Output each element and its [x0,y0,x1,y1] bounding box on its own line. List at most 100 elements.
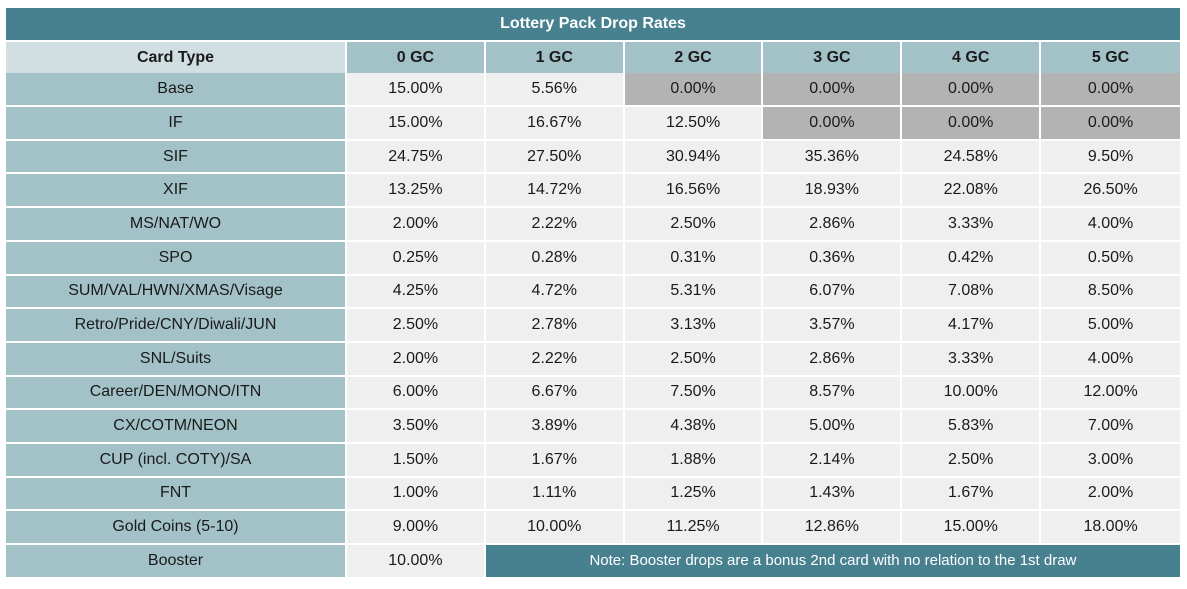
rate-cell: 5.83% [902,410,1042,444]
rate-cell: 7.50% [624,376,764,411]
rate-cell: 3.89% [485,410,625,444]
card-type-column-header: Card Type [6,41,347,74]
gc-column-header: 5 GC [1041,41,1180,74]
table-row: CX/COTM/NEON 3.50% 3.89% 4.38% 5.00% 5.83% 7.0… [6,410,1180,444]
table-row: Base 15.00% 5.56% 0.00% 0.00% 0.00% 0.00% [6,73,1180,108]
rate-cell: 2.86% [763,342,903,377]
rate-cell: 6.00% [347,376,486,411]
rate-cell: 3.13% [624,309,764,343]
rate-cell: 0.28% [485,241,625,276]
rate-cell: 35.36% [763,140,903,175]
rate-cell: 0.00% [1041,73,1180,108]
rate-cell: 27.50% [485,140,625,175]
rate-cell: 1.50% [347,443,486,478]
rate-cell: 4.38% [624,410,764,444]
rate-cell: 1.25% [624,477,764,512]
gc-column-header: 3 GC [763,41,903,74]
row-label: Gold Coins (5-10) [6,511,347,545]
rate-cell: 5.31% [624,275,764,310]
rate-cell: 2.50% [624,342,764,377]
table-row: Career/DEN/MONO/ITN 6.00% 6.67% 7.50% 8.57% 1… [6,376,1180,411]
rate-cell: 2.50% [902,443,1042,478]
table-row: Booster 10.00% Note: Booster drops are a b… [6,545,1180,577]
table-row: SNL/Suits 2.00% 2.22% 2.50% 2.86% 3.33% 4.00% [6,342,1180,377]
table-row: IF 15.00% 16.67% 12.50% 0.00% 0.00% 0.00% [6,107,1180,141]
table-row: Retro/Pride/CNY/Diwali/JUN 2.50% 2.78% 3.13… [6,309,1180,343]
row-label: IF [6,107,347,141]
row-label: Booster [6,545,347,577]
row-label: CUP (incl. COTY)/SA [6,443,347,478]
rate-cell: 1.67% [485,443,625,478]
rate-cell: 0.42% [902,241,1042,276]
gc-column-header: 2 GC [624,41,764,74]
table-row: SPO 0.25% 0.28% 0.31% 0.36% 0.42% 0.50% [6,241,1180,276]
gc-column-header: 4 GC [902,41,1042,74]
rate-cell: 1.67% [902,477,1042,512]
rate-cell: 5.00% [1041,309,1180,343]
rate-cell: 14.72% [485,174,625,209]
row-label: SIF [6,140,347,175]
rate-cell: 7.08% [902,275,1042,310]
table-row: CUP (incl. COTY)/SA 1.50% 1.67% 1.88% 2.14% 2… [6,443,1180,478]
rate-cell: 10.00% [347,545,486,577]
rate-cell: 2.50% [347,309,486,343]
table-row: SIF 24.75% 27.50% 30.94% 35.36% 24.58% 9.50% [6,140,1180,175]
rate-cell: 8.57% [763,376,903,411]
rate-cell: 1.00% [347,477,486,512]
rate-cell: 2.00% [347,342,486,377]
row-label: Base [6,73,347,108]
rate-cell: 8.50% [1041,275,1180,310]
row-label: XIF [6,174,347,209]
row-label: MS/NAT/WO [6,208,347,242]
title-row: Lottery Pack Drop Rates [6,8,1180,42]
rate-cell: 16.67% [485,107,625,141]
gc-column-header: 0 GC [347,41,486,74]
rate-cell: 2.86% [763,208,903,242]
row-label: SNL/Suits [6,342,347,377]
table-row: FNT 1.00% 1.11% 1.25% 1.43% 1.67% 2.00% [6,477,1180,512]
rate-cell: 2.22% [485,342,625,377]
rate-cell: 13.25% [347,174,486,209]
rate-cell: 3.00% [1041,443,1180,478]
gc-column-header: 1 GC [485,41,625,74]
rate-cell: 3.33% [902,208,1042,242]
rate-cell: 4.00% [1041,208,1180,242]
rate-cell: 2.50% [624,208,764,242]
rate-cell: 12.00% [1041,376,1180,411]
rate-cell: 0.00% [902,73,1042,108]
rate-cell: 4.25% [347,275,486,310]
column-header-row: Card Type 0 GC 1 GC 2 GC 3 GC 4 GC 5 GC [6,41,1180,74]
rate-cell: 26.50% [1041,174,1180,209]
rate-cell: 4.72% [485,275,625,310]
rate-cell: 11.25% [624,511,764,545]
rate-cell: 15.00% [902,511,1042,545]
rate-cell: 0.00% [1041,107,1180,141]
rate-cell: 0.50% [1041,241,1180,276]
rate-cell: 5.56% [485,73,625,108]
rate-cell: 4.00% [1041,342,1180,377]
table-row: SUM/VAL/HWN/XMAS/Visage 4.25% 4.72% 5.31% 6.… [6,275,1180,310]
rate-cell: 18.93% [763,174,903,209]
row-label: SUM/VAL/HWN/XMAS/Visage [6,275,347,310]
rate-cell: 0.00% [763,73,903,108]
drop-rates-table: Lottery Pack Drop Rates Card Type 0 GC 1 G… [6,8,1180,577]
rate-cell: 0.00% [624,73,764,108]
rate-cell: 5.00% [763,410,903,444]
rate-cell: 12.86% [763,511,903,545]
rate-cell: 3.33% [902,342,1042,377]
rate-cell: 4.17% [902,309,1042,343]
rate-cell: 0.31% [624,241,764,276]
rate-cell: 2.22% [485,208,625,242]
rate-cell: 1.11% [485,477,625,512]
rate-cell: 24.58% [902,140,1042,175]
table-row: Gold Coins (5-10) 9.00% 10.00% 11.25% 12.86%… [6,511,1180,545]
table-row: XIF 13.25% 14.72% 16.56% 18.93% 22.08% 26.50% [6,174,1180,209]
rate-cell: 1.88% [624,443,764,478]
rate-cell: 0.36% [763,241,903,276]
rate-cell: 15.00% [347,73,486,108]
row-label: SPO [6,241,347,276]
rate-cell: 22.08% [902,174,1042,209]
rate-cell: 2.00% [1041,477,1180,512]
table-title: Lottery Pack Drop Rates [6,8,1180,42]
